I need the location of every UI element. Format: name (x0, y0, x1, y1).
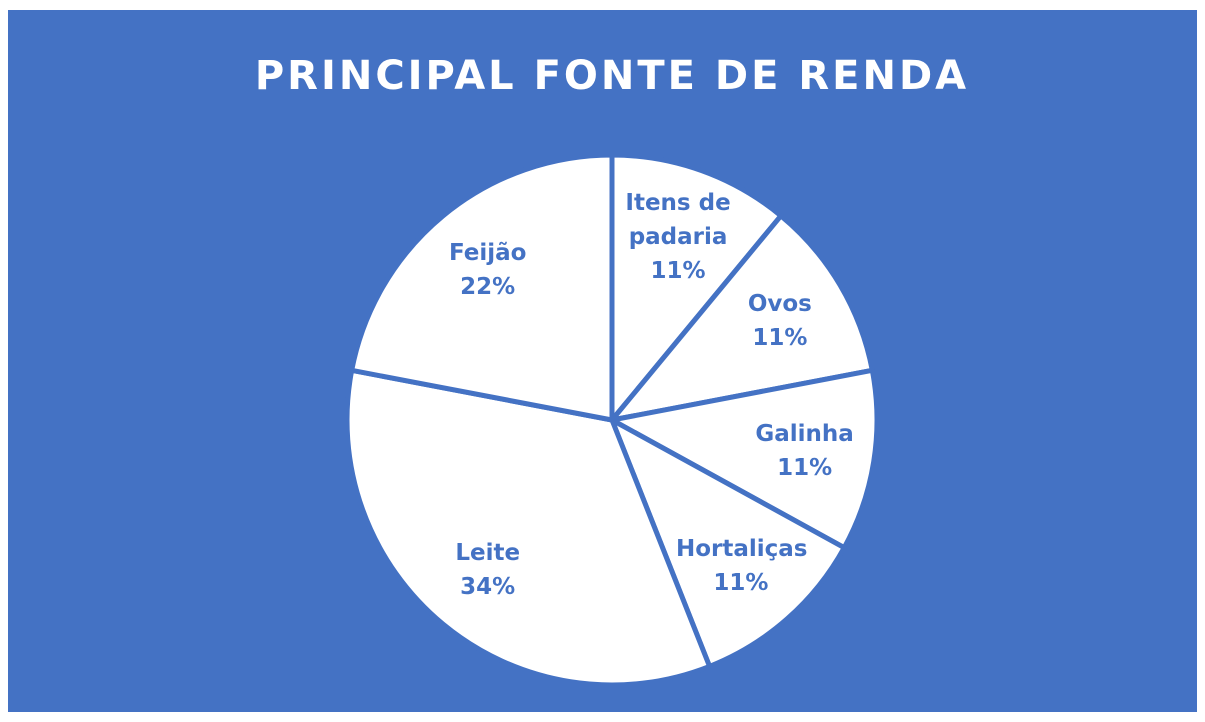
slice-label: Galinha 11% (740, 417, 870, 485)
pie-slice (344, 367, 713, 688)
category-label: Ovos (747, 290, 812, 317)
chart-title: PRINCIPAL FONTE DE RENDA (255, 53, 969, 99)
category-label: Leite (455, 540, 521, 567)
value-label: 11% (777, 454, 833, 481)
value-label: 11% (713, 570, 769, 597)
category-label: Hortaliças (675, 536, 808, 563)
category-label: Itens de padaria (625, 189, 731, 250)
pie-slice (609, 367, 880, 551)
category-label: Galinha (755, 420, 854, 447)
slice-label: Ovos 11% (715, 287, 845, 355)
category-label: Feijão (448, 239, 527, 266)
slice-label: Itens de padaria 11% (613, 186, 743, 288)
slice-label: Hortaliças 11% (675, 532, 808, 600)
pie-slice (609, 152, 784, 423)
value-label: 22% (460, 273, 516, 300)
pie-slice (609, 213, 875, 423)
pie-slice (609, 417, 847, 669)
value-label: 11% (650, 257, 706, 284)
slice-label: Feijão 22% (423, 236, 553, 304)
value-label: 34% (460, 574, 516, 601)
value-label: 11% (752, 324, 808, 351)
pie-slice (349, 152, 615, 423)
slice-label: Leite 34% (423, 536, 553, 604)
